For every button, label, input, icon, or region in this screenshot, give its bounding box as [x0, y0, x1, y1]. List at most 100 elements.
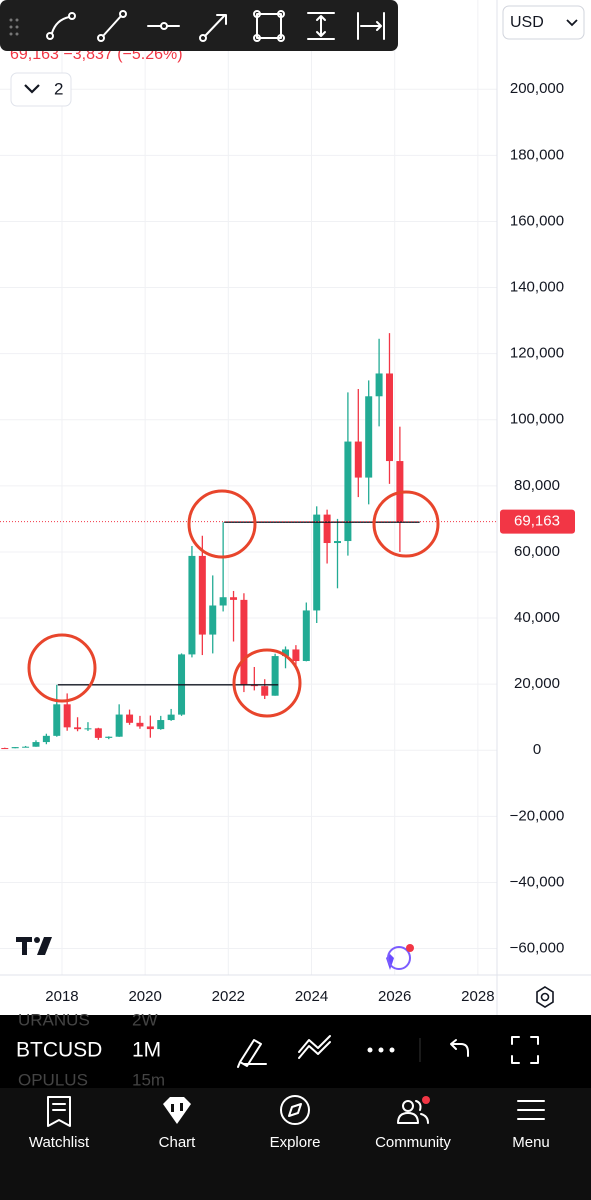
nav-icon-explore [280, 1095, 310, 1125]
currency-button[interactable]: USD [502, 5, 585, 40]
indicators-button[interactable] [298, 1035, 331, 1059]
candle-body [271, 656, 279, 696]
candle-body [42, 735, 50, 743]
tool-arrow[interactable] [199, 14, 227, 42]
candle-body [240, 599, 248, 685]
nav-icon-watchlist [47, 1096, 71, 1127]
y-tick-label: 180,000 [510, 146, 564, 163]
nav-items: Watchlist Chart Explore Community Menu [29, 1134, 550, 1151]
y-tick-label: −60,000 [510, 940, 565, 957]
candle-body [84, 728, 92, 730]
tool-rectangle[interactable] [253, 10, 285, 42]
candle-body [146, 726, 154, 730]
nav-icon-chart [163, 1097, 191, 1124]
candle-body [188, 555, 196, 655]
indicators-count: 2 [54, 79, 63, 98]
candle-body [261, 686, 269, 696]
ai-sparkle[interactable] [386, 944, 414, 970]
tv-logo [16, 937, 52, 955]
price-axis [497, 0, 591, 1015]
y-tick-label: 0 [533, 741, 541, 758]
axes: −60,000 −40,000 −20,000 0 20,000 40,000 60,000… [45, 80, 575, 1005]
symbol-bar [0, 1015, 591, 1088]
annotation-circle [187, 489, 257, 559]
nav-label[interactable]: Watchlist [29, 1134, 90, 1151]
settings-button[interactable] [536, 986, 554, 1008]
interval[interactable]: 1M [132, 1039, 161, 1062]
indicators-toggle[interactable]: 2 [10, 72, 72, 107]
candle-body [22, 746, 30, 748]
candle-body [230, 597, 238, 600]
nav-label[interactable]: Chart [159, 1134, 197, 1151]
x-tick-label: 2028 [461, 988, 494, 1005]
tool-horizontal-line[interactable] [147, 22, 180, 30]
nav-label[interactable]: Menu [512, 1134, 550, 1151]
nav-icon-community [397, 1096, 430, 1124]
y-tick-label: 200,000 [510, 80, 564, 97]
tool-price-range[interactable] [307, 12, 335, 40]
watchlist-interval: 2W [132, 1010, 158, 1029]
y-tick-label: −20,000 [510, 807, 565, 824]
tool-trend-line[interactable] [97, 10, 127, 42]
candle-body [167, 714, 175, 721]
candle-body [126, 714, 134, 723]
draw-button[interactable] [237, 1039, 267, 1068]
candle-body [209, 605, 217, 635]
candle-body [313, 514, 321, 611]
drawing-toolbar [0, 0, 398, 51]
y-tick-label: 120,000 [510, 345, 564, 362]
candle-body [198, 555, 206, 635]
x-tick-label: 2020 [128, 988, 161, 1005]
candle-body [1, 748, 9, 750]
watchlist-symbol: URANUS [18, 1010, 90, 1029]
candle-body [94, 728, 102, 738]
candle-body [292, 649, 300, 662]
x-tick-label: 2024 [295, 988, 328, 1005]
candle-body [32, 742, 40, 747]
candle-body [105, 736, 113, 738]
candle-body [63, 704, 71, 728]
candle-body [334, 541, 342, 544]
annotation-circle [232, 648, 302, 718]
y-tick-label: −40,000 [510, 873, 565, 890]
nav-icon-menu [517, 1100, 545, 1120]
more-button[interactable] [367, 1047, 395, 1053]
y-tick-label: 80,000 [514, 477, 560, 494]
last-price-label: 69,163 [514, 513, 560, 530]
annotation-circle [27, 633, 97, 703]
x-tick-label: 2026 [378, 988, 411, 1005]
x-tick-label: 2018 [45, 988, 78, 1005]
tool-path[interactable] [46, 12, 76, 40]
candle-body [136, 722, 144, 727]
y-tick-label: 20,000 [514, 675, 560, 692]
nav-label[interactable]: Community [375, 1134, 451, 1151]
tool-date-range[interactable] [357, 12, 385, 40]
candle-body [74, 727, 82, 730]
y-tick-label: 100,000 [510, 411, 564, 428]
grid [0, 0, 497, 975]
candle-body [157, 720, 165, 730]
y-tick-label: 160,000 [510, 212, 564, 229]
candle-body [302, 610, 310, 662]
candle-body [323, 514, 331, 544]
undo-button[interactable] [450, 1039, 469, 1057]
candle-body [11, 747, 19, 749]
candle-body [53, 704, 61, 736]
currency-label: USD [510, 14, 544, 31]
y-tick-label: 140,000 [510, 279, 564, 296]
candle-body [282, 649, 290, 657]
candle-body [344, 441, 352, 542]
candle-body [354, 441, 362, 478]
watchlist-interval: 15m [132, 1070, 165, 1089]
y-tick-label: 40,000 [514, 609, 560, 626]
symbol[interactable]: BTCUSD [16, 1039, 102, 1062]
y-tick-label: 60,000 [514, 543, 560, 560]
last-price-box [500, 509, 575, 534]
candle-body [375, 373, 383, 397]
watchlist-symbol: OPULUS [18, 1070, 88, 1089]
candle-body [365, 396, 373, 478]
fullscreen-button[interactable] [511, 1036, 539, 1064]
nav-label[interactable]: Explore [270, 1134, 321, 1151]
